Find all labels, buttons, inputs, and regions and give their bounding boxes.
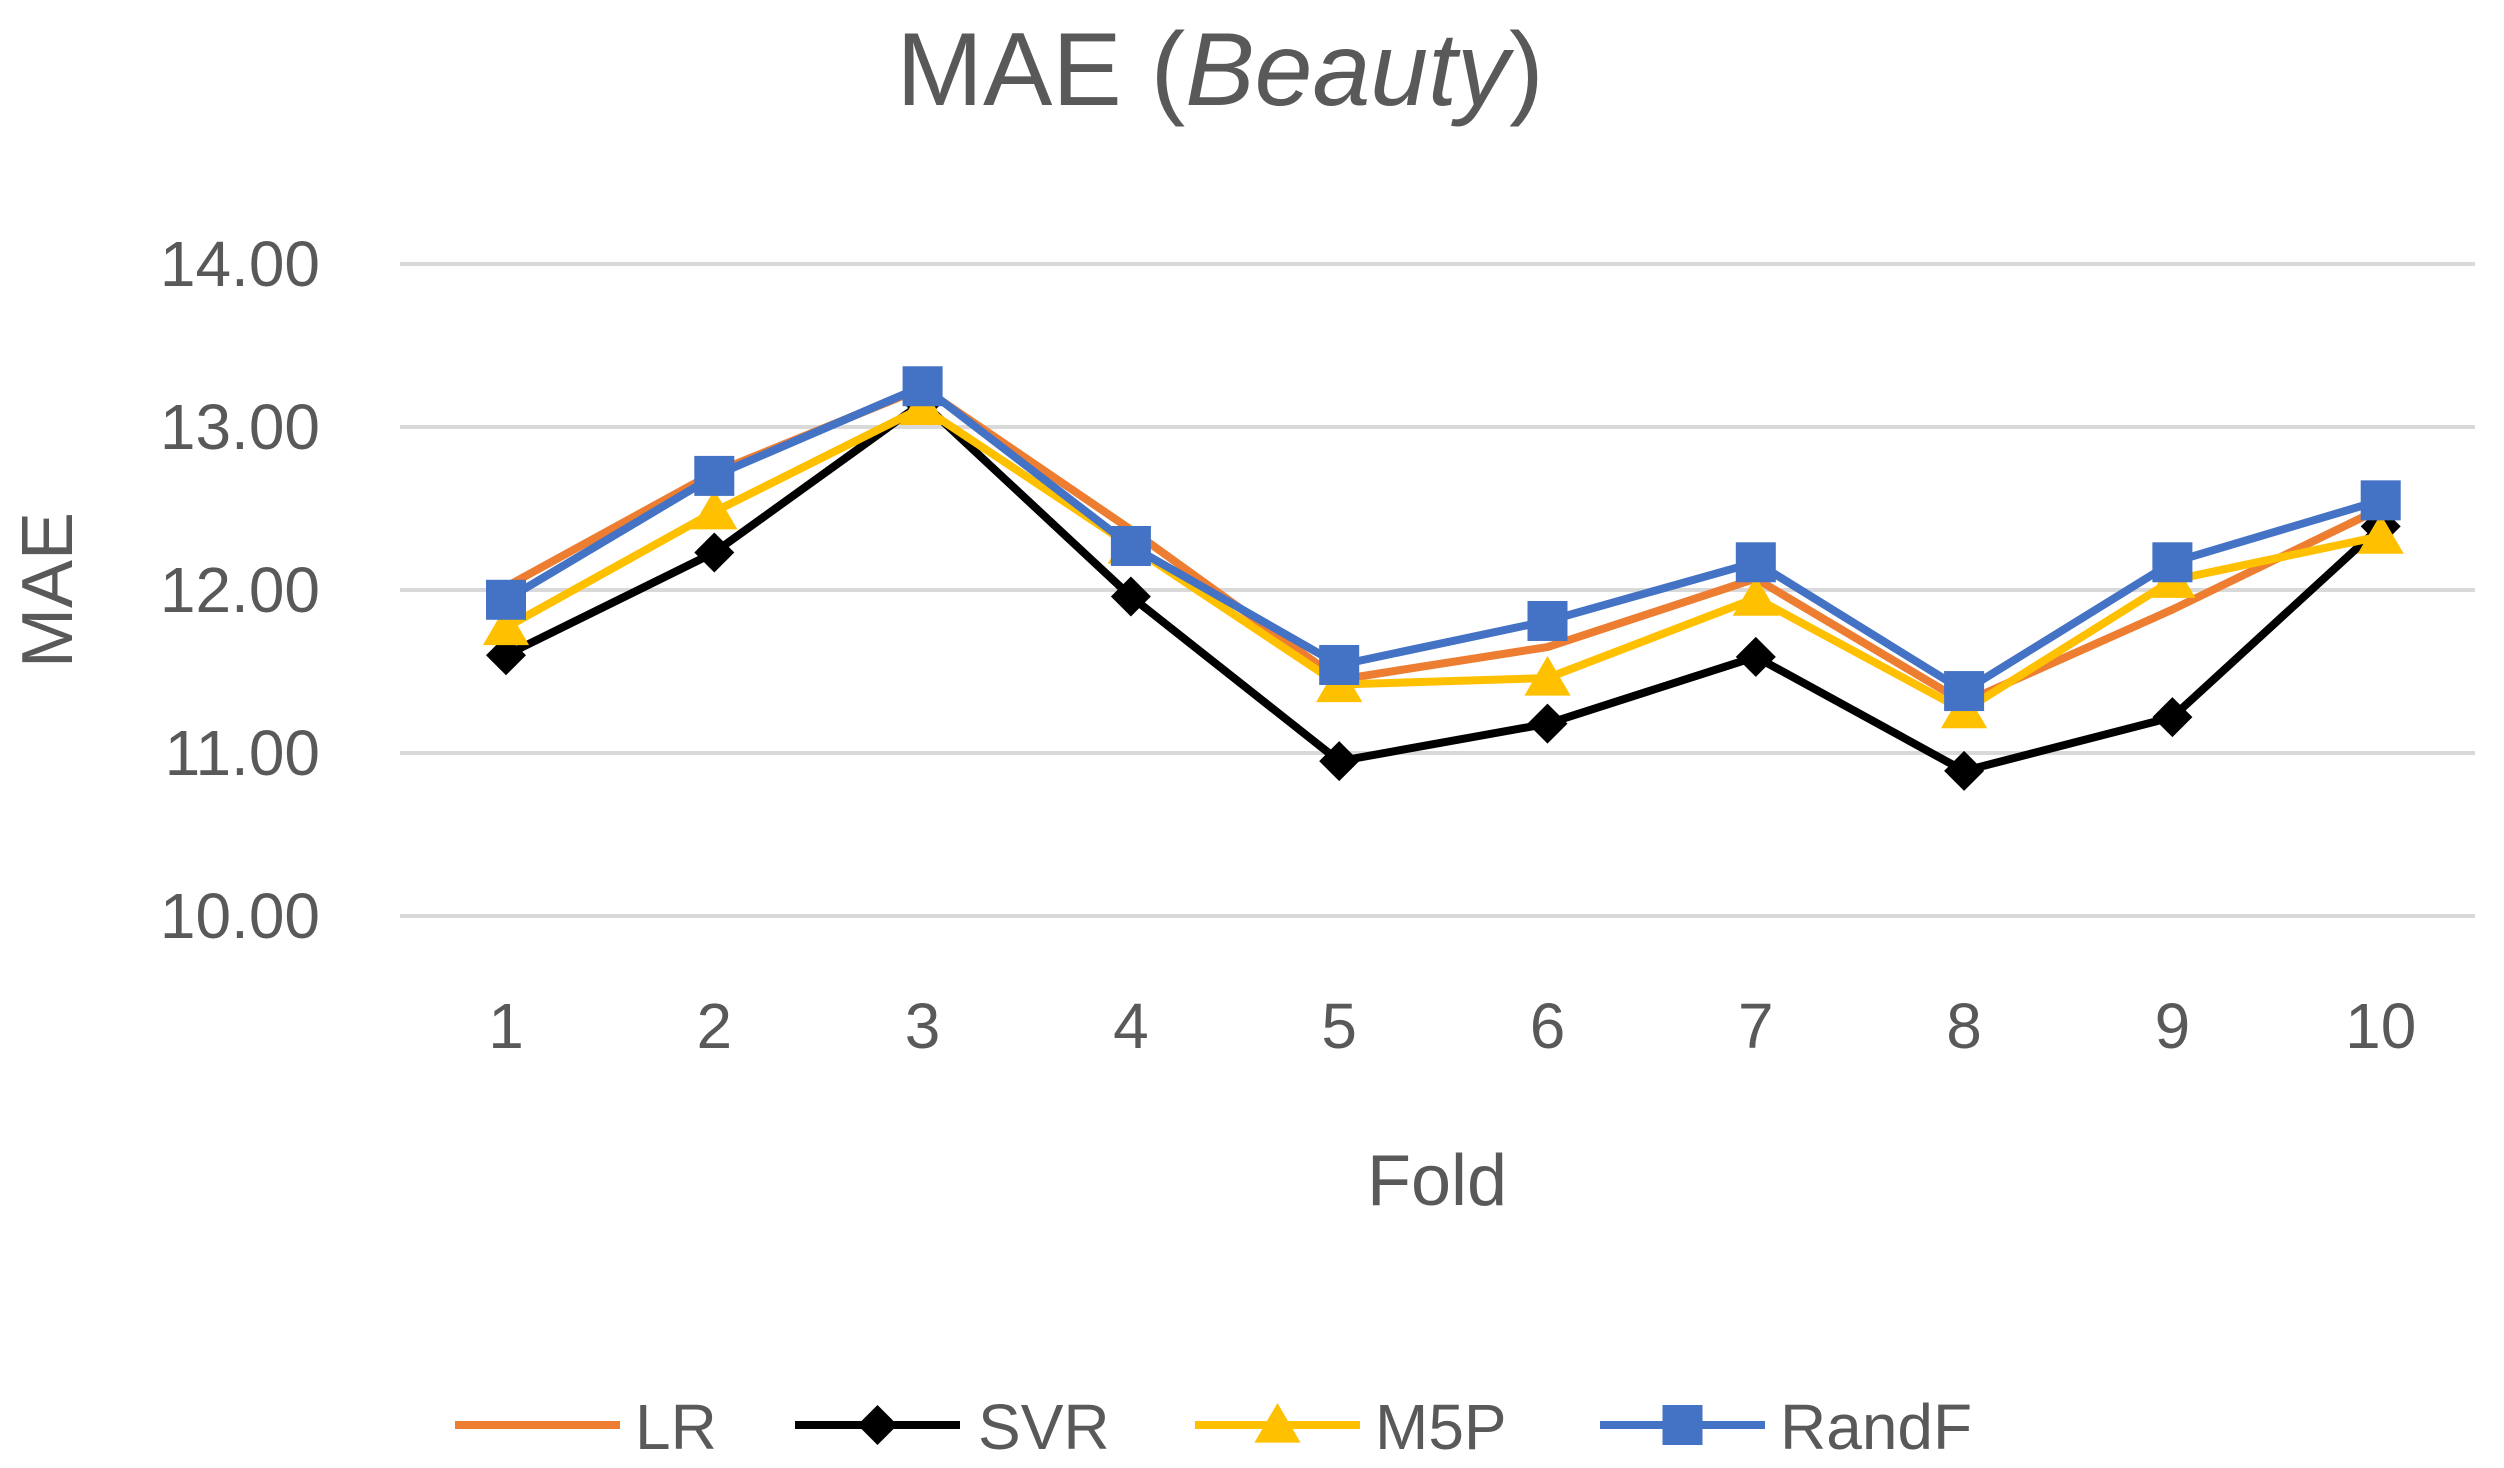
data-point-triangle bbox=[1254, 1403, 1301, 1443]
chart-title: MAE (Beauty) bbox=[896, 12, 1543, 128]
x-tick-label: 1 bbox=[488, 990, 524, 1062]
x-tick-label: 9 bbox=[2155, 990, 2191, 1062]
x-tick-label: 8 bbox=[1946, 990, 1982, 1062]
y-tick-label: 11.00 bbox=[165, 717, 320, 789]
data-point-square bbox=[1527, 600, 1568, 641]
data-point-square bbox=[486, 579, 526, 620]
series-randf bbox=[486, 366, 2401, 712]
data-point-diamond bbox=[694, 532, 735, 573]
data-point-triangle bbox=[482, 605, 530, 646]
series-line-randf bbox=[502, 382, 2385, 696]
data-point-diamond bbox=[1319, 741, 1360, 782]
data-point-triangle bbox=[1524, 656, 1571, 696]
gridlines bbox=[400, 262, 2475, 918]
series-lr bbox=[502, 383, 2385, 707]
x-tick-label: 10 bbox=[2345, 990, 2416, 1062]
legend-label: LR bbox=[635, 1391, 717, 1463]
legend-label: SVR bbox=[978, 1391, 1110, 1463]
legend-label: M5P bbox=[1375, 1391, 1507, 1463]
data-point-square bbox=[1662, 1405, 1703, 1445]
x-tick-label: 7 bbox=[1738, 990, 1774, 1062]
x-tick-label: 4 bbox=[1113, 990, 1149, 1062]
data-point-square bbox=[902, 366, 943, 407]
series-line-svr bbox=[502, 398, 2385, 775]
data-point-diamond bbox=[2152, 697, 2193, 738]
y-axis-label: MAE bbox=[8, 512, 88, 668]
series-line-m5p bbox=[502, 403, 2385, 715]
data-point-triangle bbox=[691, 489, 738, 530]
x-axis-label: Fold bbox=[1367, 1141, 1507, 1221]
data-point-diamond bbox=[1527, 703, 1568, 744]
x-tick-label: 2 bbox=[697, 990, 733, 1062]
legend-label: RandF bbox=[1780, 1391, 1972, 1463]
data-point-triangle bbox=[1732, 576, 1779, 616]
data-point-diamond bbox=[1735, 636, 1776, 677]
data-point-diamond bbox=[1110, 576, 1151, 617]
x-tick-label: 3 bbox=[905, 990, 941, 1062]
y-tick-label: 14.00 bbox=[160, 228, 320, 300]
data-point-square bbox=[1110, 525, 1151, 566]
data-point-square bbox=[1735, 542, 1776, 583]
legend: LR SVR M5P RandF bbox=[455, 1391, 1972, 1463]
data-point-square bbox=[694, 455, 735, 496]
x-tick-label: 6 bbox=[1530, 990, 1566, 1062]
y-axis-ticks: 10.00 11.00 12.00 13.00 14.00 bbox=[160, 228, 320, 952]
data-point-triangle bbox=[2357, 514, 2404, 554]
series-svr bbox=[486, 382, 2401, 791]
series-group bbox=[482, 366, 2404, 791]
legend-item-m5p: M5P bbox=[1195, 1391, 1507, 1463]
series-line-lr bbox=[502, 383, 2385, 707]
y-tick-label: 12.00 bbox=[160, 554, 320, 626]
data-point-square bbox=[2360, 480, 2401, 521]
data-point-square bbox=[1319, 644, 1360, 685]
legend-item-lr: LR bbox=[455, 1391, 717, 1463]
x-tick-label: 5 bbox=[1321, 990, 1357, 1062]
legend-item-svr: SVR bbox=[795, 1391, 1110, 1463]
data-point-square bbox=[1944, 671, 1985, 712]
x-axis-ticks: 1 2 3 4 5 6 7 8 9 10 bbox=[488, 990, 2416, 1062]
data-point-diamond bbox=[857, 1405, 898, 1445]
data-point-square bbox=[2152, 542, 2193, 583]
data-point-diamond bbox=[1944, 750, 1985, 791]
data-point-diamond bbox=[486, 635, 526, 676]
y-tick-label: 10.00 bbox=[160, 880, 320, 952]
y-tick-label: 13.00 bbox=[160, 391, 320, 463]
legend-item-randf: RandF bbox=[1600, 1391, 1972, 1463]
series-m5p bbox=[482, 385, 2404, 729]
